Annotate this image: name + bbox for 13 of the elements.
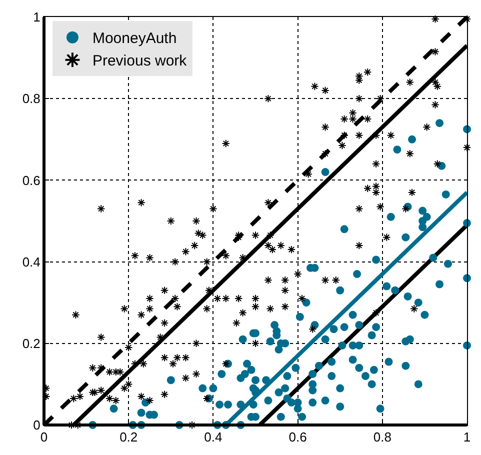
legend-label: MooneyAuth <box>92 30 177 48</box>
y-tick-label: 1 <box>33 10 40 25</box>
x-tick-label: 1 <box>463 430 471 445</box>
y-tick-label: 0.4 <box>22 254 40 270</box>
x-tick-label: 0.6 <box>288 430 307 445</box>
y-tick-label: 0.2 <box>22 336 40 351</box>
x-tick-label: 0.4 <box>204 430 222 445</box>
y-tick-label: 0 <box>33 418 40 433</box>
x-tick-label: 0.2 <box>120 430 138 445</box>
y-tick-label: 0.6 <box>22 172 40 188</box>
y-tick-label: 0.8 <box>22 91 40 106</box>
legend-label: Previous work <box>92 52 188 70</box>
x-tick-label: 0.8 <box>373 430 392 445</box>
